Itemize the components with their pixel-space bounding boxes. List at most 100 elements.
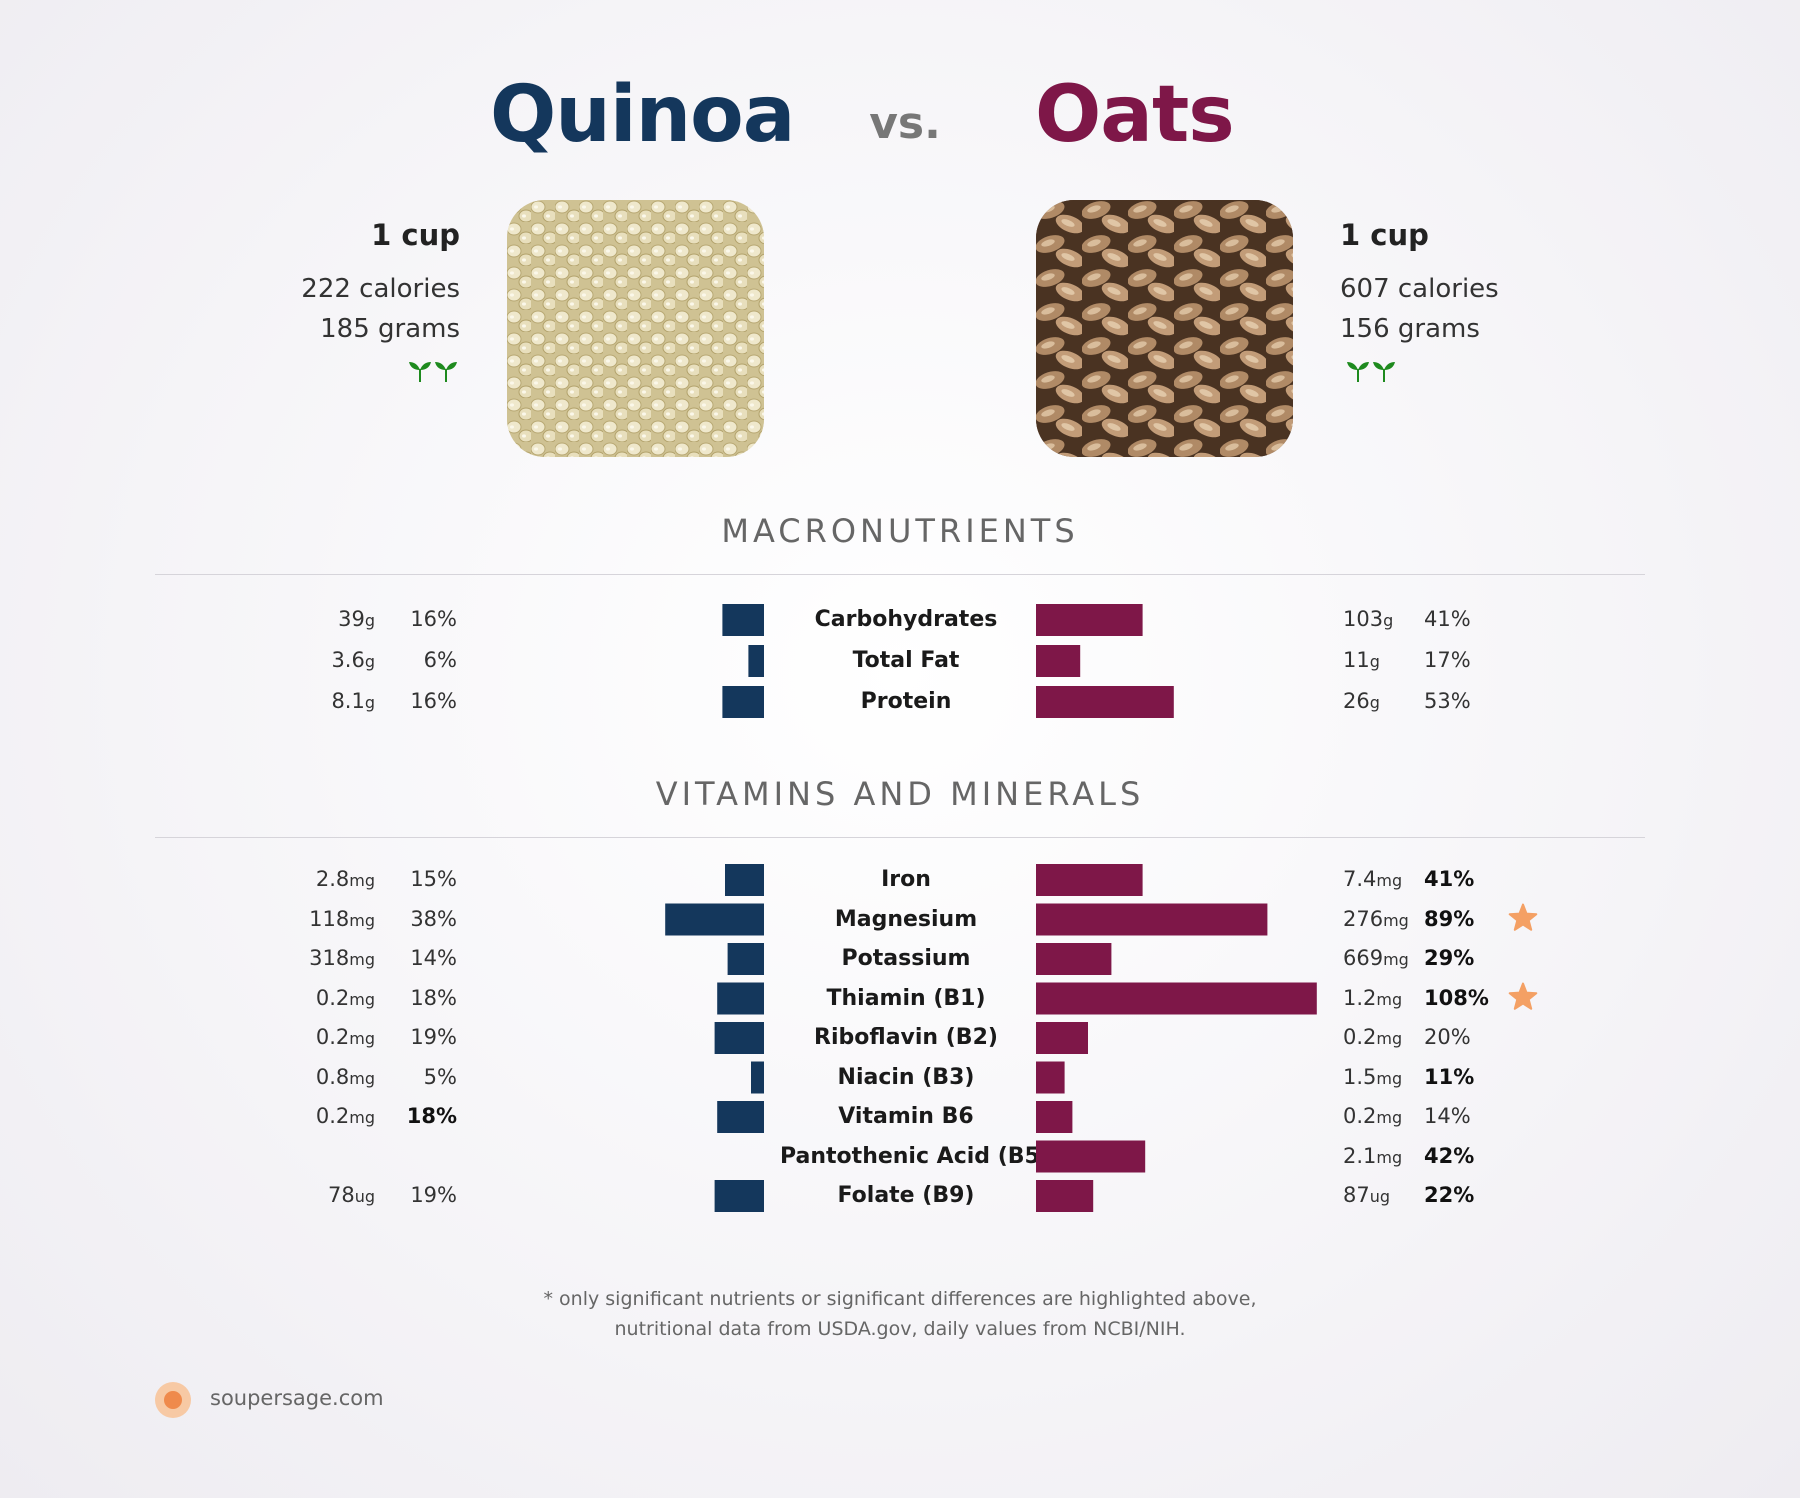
quinoa-bar [722,604,764,636]
quinoa-bar [748,645,764,677]
quinoa-bar [727,943,764,975]
right-percent: 41% [1424,607,1471,631]
left-amount: 0.2mg [315,1025,375,1049]
quinoa-bar [714,1022,764,1054]
left-percent: 16% [410,689,457,713]
nutrient-label: Vitamin B6 [838,1104,974,1129]
left-amount: 0.2mg [315,1104,375,1128]
right-percent: 42% [1424,1143,1475,1168]
left-percent: 18% [406,1104,457,1128]
vs-label: vs. [869,98,941,149]
left-amount: 8.1g [331,689,375,713]
right-amount: 669mg [1343,946,1409,970]
footnote-line-1: * only significant nutrients or signific… [543,1288,1257,1310]
quinoa-bar [725,864,764,896]
oats-bar [1036,604,1143,636]
nutrient-label: Folate (B9) [837,1183,975,1208]
right-amount: 1.5mg [1343,1064,1403,1089]
nutrient-label: Total Fat [852,648,960,673]
left-amount: 0.8mg [315,1064,375,1089]
oats-bar [1036,1180,1094,1212]
left-percent: 19% [410,1183,457,1207]
nutrient-label: Pantothenic Acid (B5) [780,1143,1050,1169]
quinoa-bar [717,1101,764,1133]
left-percent: 19% [410,1025,457,1049]
right-percent: 20% [1424,1025,1471,1049]
macronutrients-title: MACRONUTRIENTS [721,512,1079,550]
left-amount: 78ug [327,1183,375,1207]
oats-bar [1036,1022,1088,1054]
oats-bar [1036,943,1112,975]
right-percent: 29% [1424,946,1475,970]
left-grams: 185 grams [320,314,460,344]
right-serving: 1 cup [1340,218,1429,252]
left-food-title: Quinoa [490,70,795,160]
left-percent: 15% [410,867,457,891]
quinoa-bar [665,903,764,936]
oats-bar [1036,1140,1146,1173]
right-percent: 108% [1424,985,1489,1010]
right-percent: 14% [1424,1104,1471,1128]
left-percent: 14% [410,946,457,970]
right-percent: 17% [1424,648,1471,672]
left-serving: 1 cup [371,218,460,252]
right-amount: 7.4mg [1343,867,1403,891]
oats-bar [1036,1101,1073,1133]
vitamins-title: VITAMINS AND MINERALS [655,775,1145,813]
footnote-line-2: nutritional data from USDA.gov, daily va… [614,1318,1186,1340]
right-percent: 22% [1424,1183,1475,1207]
left-amount: 39g [338,607,375,631]
left-percent: 18% [410,985,457,1010]
left-amount: 2.8mg [315,867,375,891]
right-amount: 1.2mg [1343,985,1403,1010]
oats-bar [1036,982,1317,1015]
oats-photo [1036,200,1293,457]
nutrient-label: Thiamin (B1) [826,985,986,1011]
left-percent: 16% [410,607,457,631]
oats-bar [1036,686,1174,718]
sprout-icon [407,358,459,390]
quinoa-bar [717,982,764,1015]
left-percent: 6% [423,648,457,672]
right-amount: 2.1mg [1343,1143,1403,1168]
left-amount: 118mg [309,906,375,931]
oats-bar [1036,1061,1065,1094]
left-calories: 222 calories [301,274,460,304]
nutrient-label: Potassium [841,946,971,971]
brand-link[interactable]: soupersage.com [210,1386,384,1410]
right-percent: 89% [1424,906,1475,931]
macro-divider [155,574,1645,575]
right-amount: 103g [1343,607,1394,631]
right-percent: 11% [1424,1064,1475,1089]
right-amount: 276mg [1343,906,1409,931]
right-calories: 607 calories [1340,274,1499,304]
right-percent: 53% [1424,689,1471,713]
left-amount: 0.2mg [315,985,375,1010]
right-amount: 11g [1343,648,1380,672]
right-grams: 156 grams [1340,314,1480,344]
nutrient-label: Iron [881,867,931,892]
nutrient-label: Magnesium [834,906,978,932]
brand-logo-icon [155,1382,191,1418]
quinoa-bar [751,1061,764,1094]
nutrient-label: Riboflavin (B2) [814,1025,998,1050]
vitamins-divider [155,837,1645,838]
left-amount: 3.6g [331,648,375,672]
quinoa-bar [722,686,764,718]
oats-bar [1036,864,1143,896]
right-amount: 0.2mg [1343,1025,1403,1049]
nutrient-label: Niacin (B3) [837,1064,975,1090]
footnote: * only significant nutrients or signific… [0,1284,1800,1344]
right-food-title: Oats [1035,70,1235,160]
quinoa-photo [507,200,764,457]
right-amount: 0.2mg [1343,1104,1403,1128]
oats-bar [1036,645,1081,677]
sprout-icon [1345,358,1397,390]
right-amount: 87ug [1343,1183,1391,1207]
right-percent: 41% [1424,867,1475,891]
right-amount: 26g [1343,689,1380,713]
quinoa-bar [714,1180,764,1212]
oats-bar [1036,903,1268,936]
nutrient-label: Carbohydrates [814,607,998,632]
left-amount: 318mg [309,946,375,970]
